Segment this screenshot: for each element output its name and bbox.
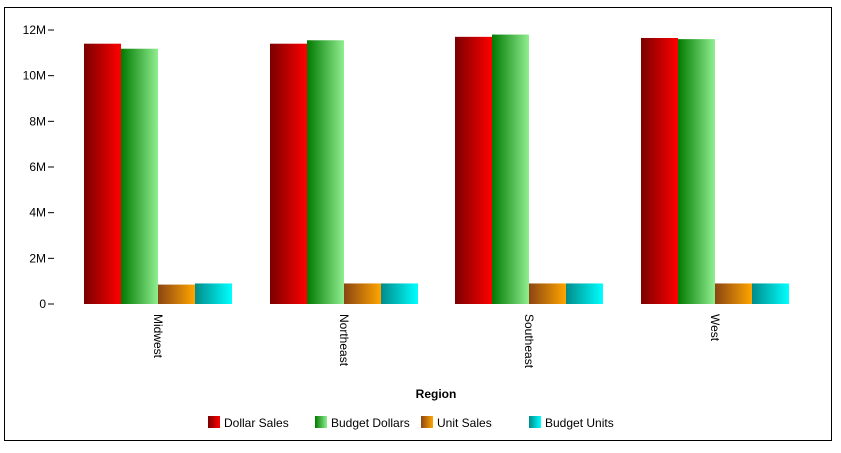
bar-unit-sales-northeast[interactable] [344, 283, 381, 304]
legend: Dollar Sales Budget Dollars Unit Sales Budg… [208, 416, 614, 430]
category-label: West [708, 314, 722, 342]
bar-unit-sales-west[interactable] [715, 283, 752, 304]
y-tick-label: 0 [39, 297, 46, 311]
y-tick-label: 8M [29, 114, 46, 128]
category-label: Midwest [151, 314, 165, 359]
bars [84, 34, 789, 305]
y-tick-label: 10M [23, 69, 46, 83]
bar-budget-dollars-midwest[interactable] [121, 48, 158, 305]
y-tick-label: 6M [29, 160, 46, 174]
y-tick-label: 4M [29, 206, 46, 220]
bar-budget-dollars-west[interactable] [678, 39, 715, 305]
bar-budget-dollars-northeast[interactable] [307, 40, 344, 305]
bar-budget-units-west[interactable] [752, 283, 789, 304]
bar-budget-dollars-southeast[interactable] [492, 34, 529, 305]
y-tick-label: 12M [23, 23, 46, 37]
category-label: Northeast [337, 314, 351, 367]
bar-budget-units-northeast[interactable] [381, 283, 418, 304]
legend-swatch [315, 416, 327, 428]
bar-unit-sales-midwest[interactable] [158, 284, 195, 304]
bar-dollar-sales-west[interactable] [641, 37, 678, 304]
bar-dollar-sales-southeast[interactable] [455, 36, 492, 304]
bar-dollar-sales-northeast[interactable] [270, 43, 307, 304]
legend-swatch [529, 416, 541, 428]
legend-label: Unit Sales [437, 416, 492, 430]
y-axis: 0 2M 4M 6M 8M 10M 12M [23, 23, 54, 311]
bar-dollar-sales-midwest[interactable] [84, 43, 121, 304]
legend-label: Budget Dollars [331, 416, 410, 430]
legend-label: Dollar Sales [224, 416, 289, 430]
bar-budget-units-southeast[interactable] [566, 283, 603, 304]
legend-swatch [421, 416, 433, 428]
category-labels: Midwest Northeast Southeast West [151, 314, 722, 369]
category-label: Southeast [522, 314, 536, 369]
x-axis-title: Region [416, 387, 457, 401]
bar-budget-units-midwest[interactable] [195, 283, 232, 304]
y-tick-label: 2M [29, 251, 46, 265]
legend-label: Budget Units [545, 416, 614, 430]
legend-swatch [208, 416, 220, 428]
bar-unit-sales-southeast[interactable] [529, 283, 566, 304]
